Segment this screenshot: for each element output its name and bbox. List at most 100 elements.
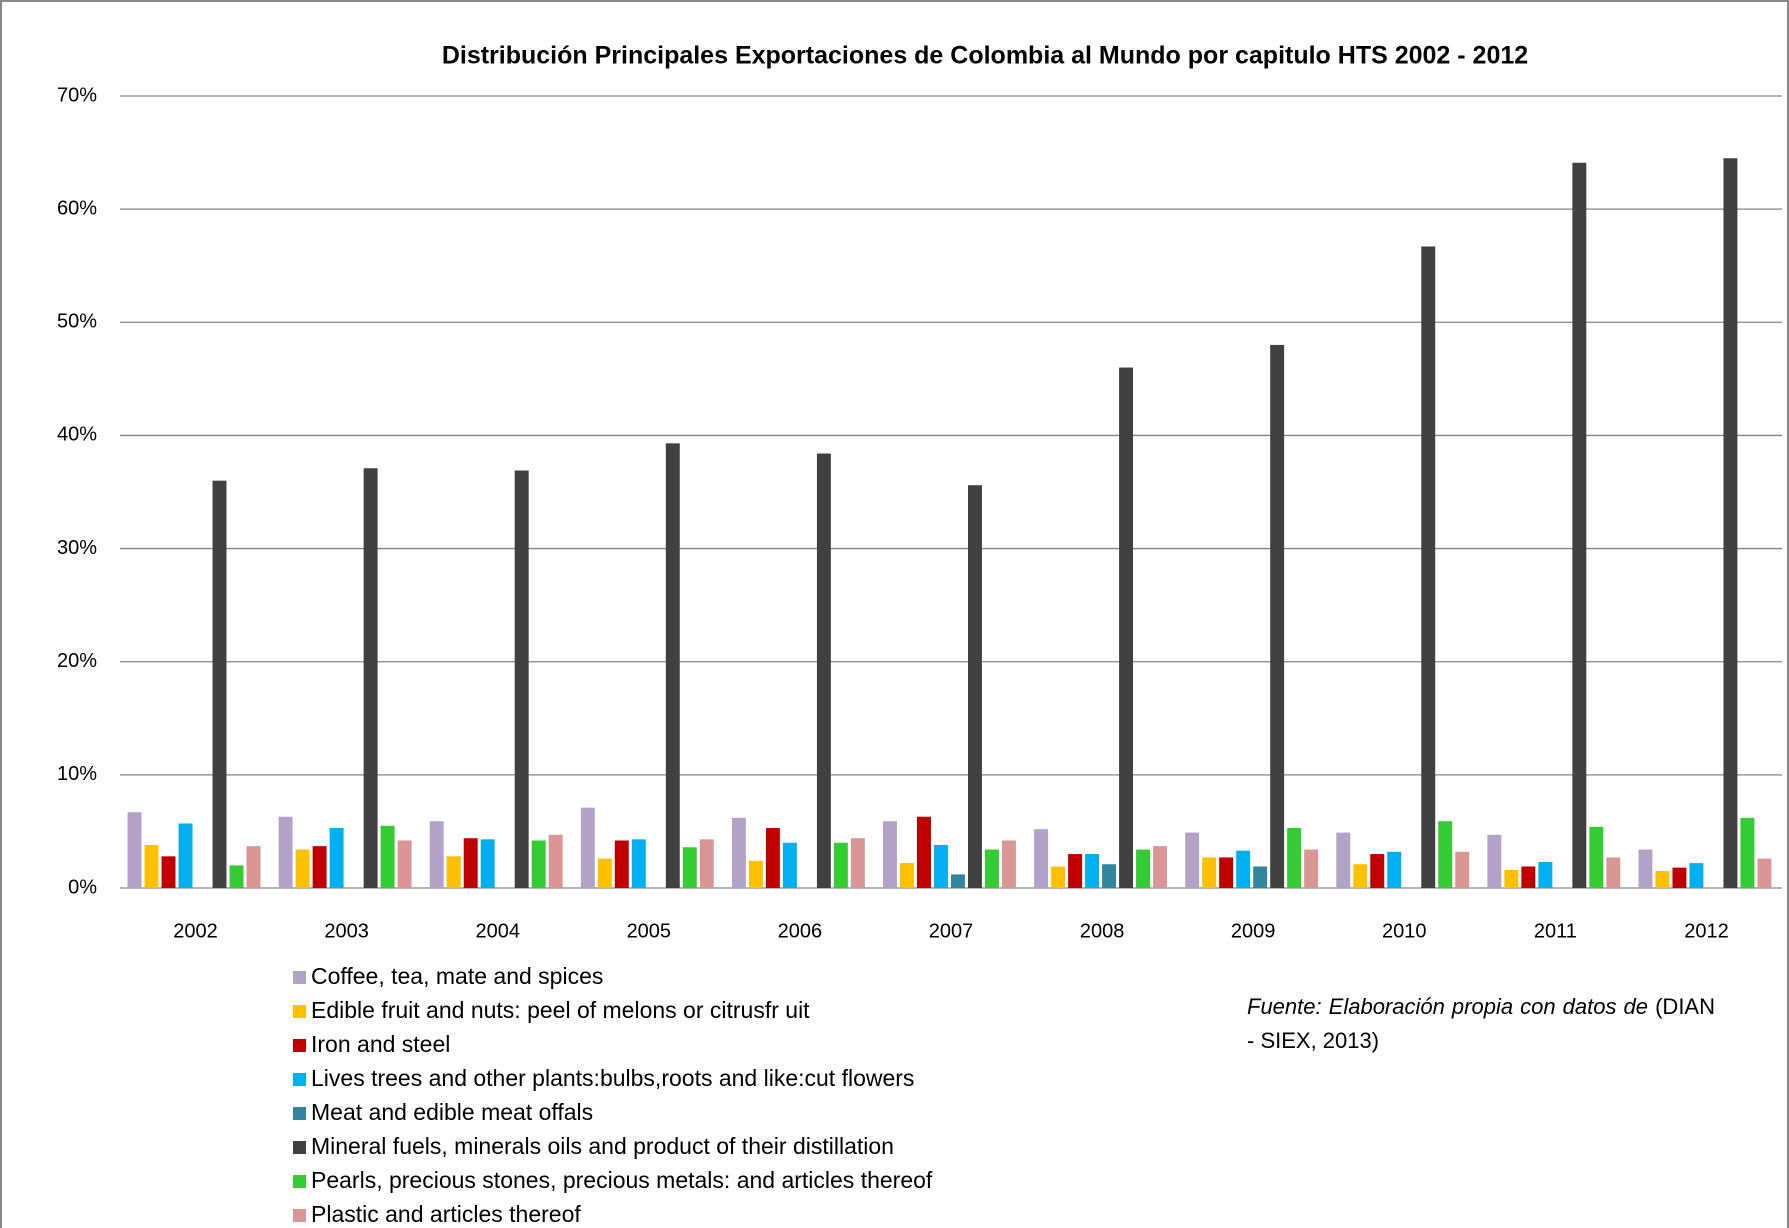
bar <box>748 860 763 888</box>
legend-label: Iron and steel <box>311 1031 450 1057</box>
x-tick-label: 2011 <box>1534 920 1577 942</box>
bar <box>1304 849 1319 888</box>
x-tick-label: 2010 <box>1382 920 1427 942</box>
bar <box>178 823 193 888</box>
bar <box>1421 246 1436 889</box>
bar <box>548 834 563 888</box>
bar <box>900 863 914 888</box>
bar <box>1051 866 1066 888</box>
bar <box>1589 826 1604 888</box>
legend-label: Mineral fuels, minerals oils and product… <box>311 1133 894 1159</box>
bar <box>580 807 595 888</box>
bar <box>699 839 714 888</box>
bar <box>665 443 680 888</box>
x-tick-label: 2004 <box>475 920 520 942</box>
bar <box>429 821 444 888</box>
bar <box>967 485 982 888</box>
bar <box>1455 851 1470 888</box>
bar <box>1370 854 1385 888</box>
x-tick-label: 2007 <box>929 920 974 942</box>
y-tick-label: 10% <box>57 763 97 785</box>
bar <box>1606 857 1621 888</box>
y-tick-label: 70% <box>57 84 97 106</box>
x-tick-label: 2008 <box>1080 920 1125 942</box>
bar <box>1219 857 1234 888</box>
bar <box>463 838 478 888</box>
bar <box>127 812 142 888</box>
x-tick-label: 2009 <box>1231 920 1276 942</box>
y-tick-label: 60% <box>57 197 97 219</box>
bar <box>246 846 261 888</box>
legend-swatch <box>293 1073 306 1086</box>
bar <box>782 842 797 888</box>
bar <box>1202 857 1217 888</box>
legend-swatch <box>293 971 306 984</box>
bar <box>212 480 227 888</box>
bar <box>1672 867 1687 888</box>
legend-label: Coffee, tea, mate and spices <box>311 963 603 989</box>
bar <box>380 825 395 888</box>
bar <box>1538 861 1553 888</box>
x-tick-label: 2003 <box>324 920 369 942</box>
x-tick-label: 2002 <box>173 920 218 942</box>
bar <box>917 816 931 888</box>
bar <box>144 845 159 888</box>
bar <box>312 846 327 888</box>
bar <box>597 858 612 888</box>
bar <box>1068 854 1083 888</box>
bar <box>1085 854 1100 888</box>
bar <box>278 816 293 888</box>
chart-title: Distribución Principales Exportaciones d… <box>442 42 1528 70</box>
bar <box>1253 866 1268 888</box>
y-tick-label: 20% <box>57 650 97 672</box>
bar <box>1487 834 1502 888</box>
bar <box>1236 850 1251 888</box>
bar <box>1353 864 1368 888</box>
source-note: Fuente: Elaboración propia con datos de … <box>1247 990 1715 1058</box>
bar <box>765 828 780 888</box>
y-tick-label: 40% <box>57 424 97 446</box>
bar <box>1521 866 1536 888</box>
bar <box>1136 849 1151 888</box>
bar <box>883 821 897 888</box>
bar <box>833 842 848 888</box>
bar <box>984 849 999 888</box>
legend-swatch <box>293 1175 306 1188</box>
bar <box>480 839 495 888</box>
bar <box>329 828 344 888</box>
legend-label: Meat and edible meat offals <box>311 1099 593 1125</box>
bar <box>1270 344 1285 888</box>
y-tick-label: 30% <box>57 537 97 559</box>
note-italic: Fuente: Elaboración propia con datos de <box>1247 994 1649 1019</box>
bar <box>682 847 697 888</box>
bar <box>161 856 176 888</box>
bar <box>514 470 529 888</box>
legend-swatch <box>293 1039 306 1052</box>
bar <box>1723 158 1738 888</box>
bar <box>1153 846 1168 888</box>
bar <box>1757 858 1772 888</box>
x-tick-label: 2005 <box>627 920 672 942</box>
bar <box>816 453 831 888</box>
legend-swatch <box>293 1107 306 1120</box>
bar <box>731 817 746 888</box>
bar <box>1740 817 1755 888</box>
bar <box>1185 832 1200 888</box>
y-tick-label: 50% <box>57 311 97 333</box>
bar <box>1102 864 1117 888</box>
bar <box>363 468 378 888</box>
bar <box>614 840 629 888</box>
legend-label: Edible fruit and nuts: peel of melons or… <box>311 997 810 1023</box>
bar <box>446 856 461 888</box>
bar <box>1336 832 1351 888</box>
legend-label: Plastic and articles thereof <box>311 1201 581 1227</box>
bar <box>1572 162 1587 889</box>
bar <box>1119 367 1134 888</box>
bar <box>397 840 412 888</box>
bar <box>229 865 244 888</box>
bar <box>850 838 865 888</box>
bar <box>951 874 965 888</box>
